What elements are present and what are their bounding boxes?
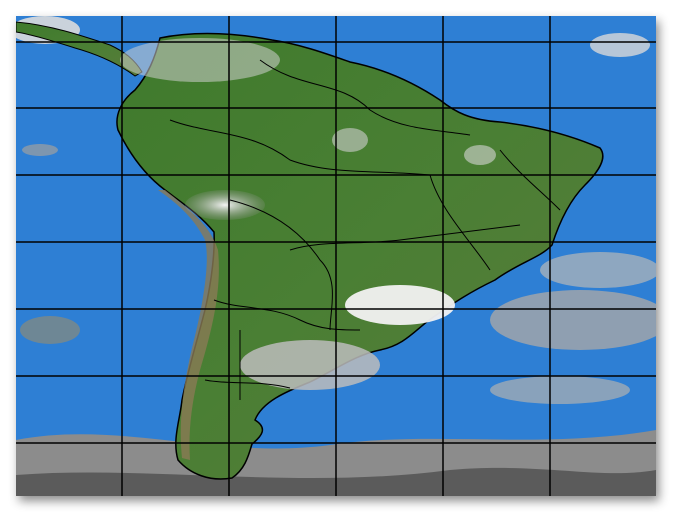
cloud <box>345 285 455 325</box>
cloud <box>185 190 265 220</box>
cloud <box>20 316 80 344</box>
andes <box>158 190 219 460</box>
cloud <box>332 128 368 152</box>
cloud <box>490 290 656 350</box>
cloud <box>464 145 496 165</box>
map-content <box>16 16 656 496</box>
cloud <box>540 252 656 288</box>
cloud <box>120 38 280 82</box>
cloud <box>22 144 58 156</box>
cloud <box>490 376 630 404</box>
cloud <box>240 340 380 390</box>
graticule <box>16 16 656 496</box>
borders <box>169 59 561 400</box>
cloud <box>590 33 650 57</box>
